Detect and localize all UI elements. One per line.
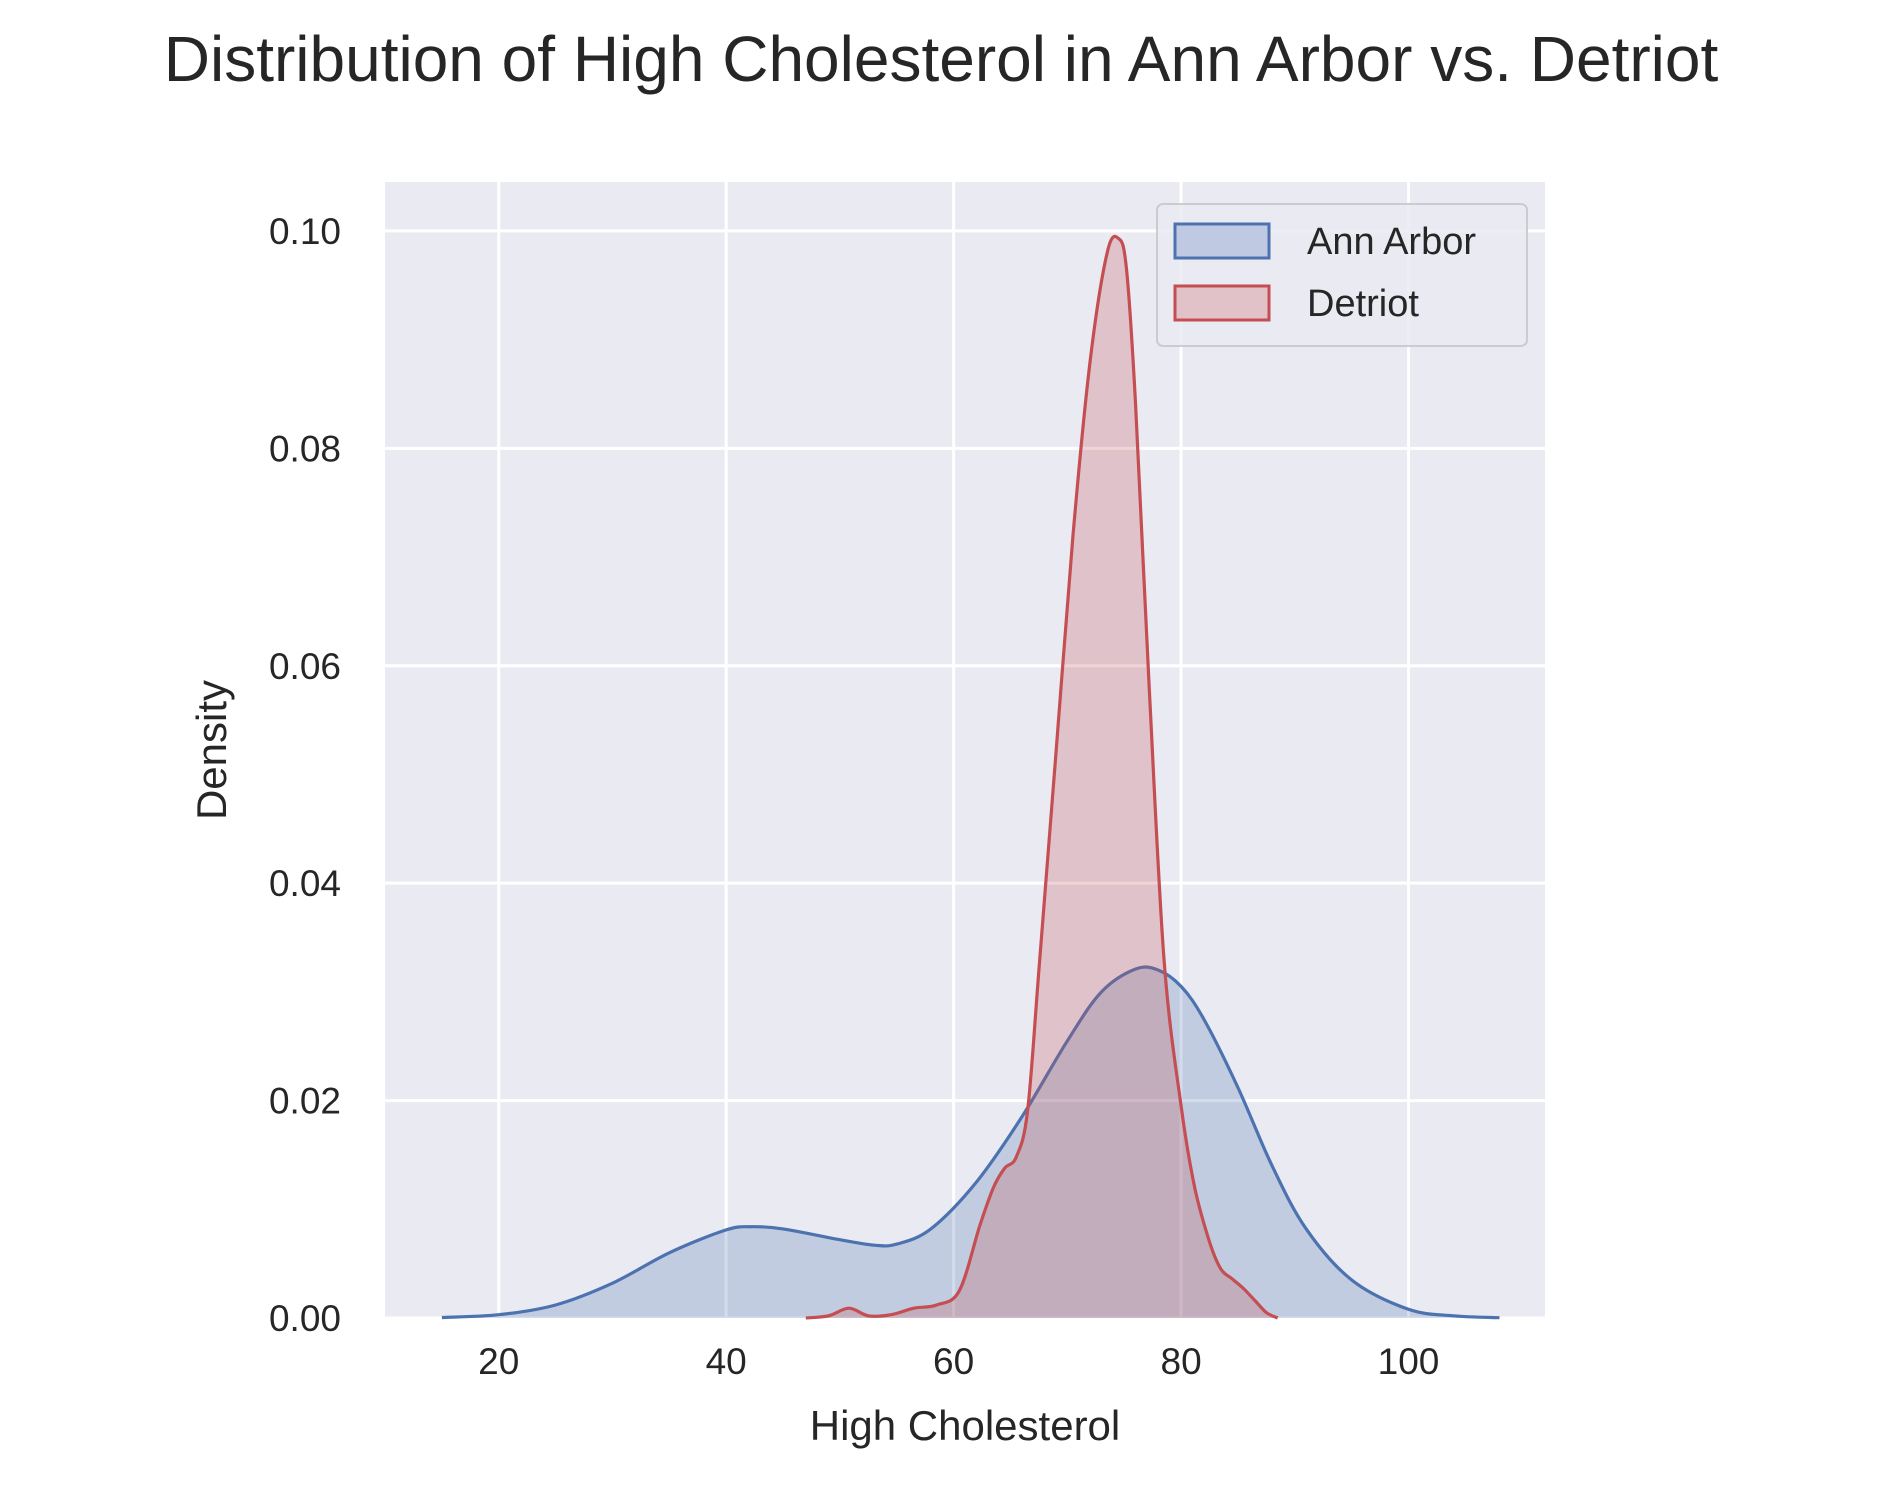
- legend-items: Ann Arbor Detriot: [1173, 221, 1476, 325]
- legend-swatch: [1173, 222, 1271, 260]
- legend-label: Ann Arbor: [1307, 221, 1476, 263]
- legend-item-detriot: Detriot: [1173, 283, 1419, 325]
- series-detriot-line: [805, 234, 1279, 1320]
- legend-item-ann-arbor: Ann Arbor: [1173, 221, 1476, 263]
- plot-background: [385, 182, 1545, 1318]
- y-axis-label: Density: [188, 680, 235, 820]
- y-tick-label: 0.02: [269, 1081, 341, 1122]
- x-tick-label: 100: [1378, 1341, 1440, 1382]
- y-tick-label: 0.04: [269, 863, 341, 904]
- x-axis-label: High Cholesterol: [810, 1402, 1121, 1449]
- legend-label: Detriot: [1307, 283, 1419, 325]
- series-detriot: [805, 234, 1279, 1320]
- legend: Ann Arbor Detriot: [1156, 203, 1528, 347]
- x-tick-label: 40: [706, 1341, 747, 1382]
- y-tick-label: 0.06: [269, 646, 341, 687]
- x-tick-label: 80: [1161, 1341, 1202, 1382]
- series-ann-arbor-area: [441, 966, 1500, 1318]
- x-tick-label: 20: [478, 1341, 519, 1382]
- series-detriot-area: [805, 236, 1278, 1318]
- y-tick-labels: 0.00 0.02 0.04 0.06 0.08 0.10: [269, 211, 341, 1339]
- y-tick-label: 0.08: [269, 428, 341, 469]
- series-layer: [441, 234, 1500, 1320]
- chart-title: Distribution of High Cholesterol in Ann …: [163, 23, 1719, 95]
- x-tick-labels: 20 40 60 80 100: [478, 1341, 1439, 1382]
- y-tick-label: 0.10: [269, 211, 341, 252]
- x-tick-label: 60: [933, 1341, 974, 1382]
- legend-swatch: [1173, 284, 1271, 322]
- y-tick-label: 0.00: [269, 1298, 341, 1339]
